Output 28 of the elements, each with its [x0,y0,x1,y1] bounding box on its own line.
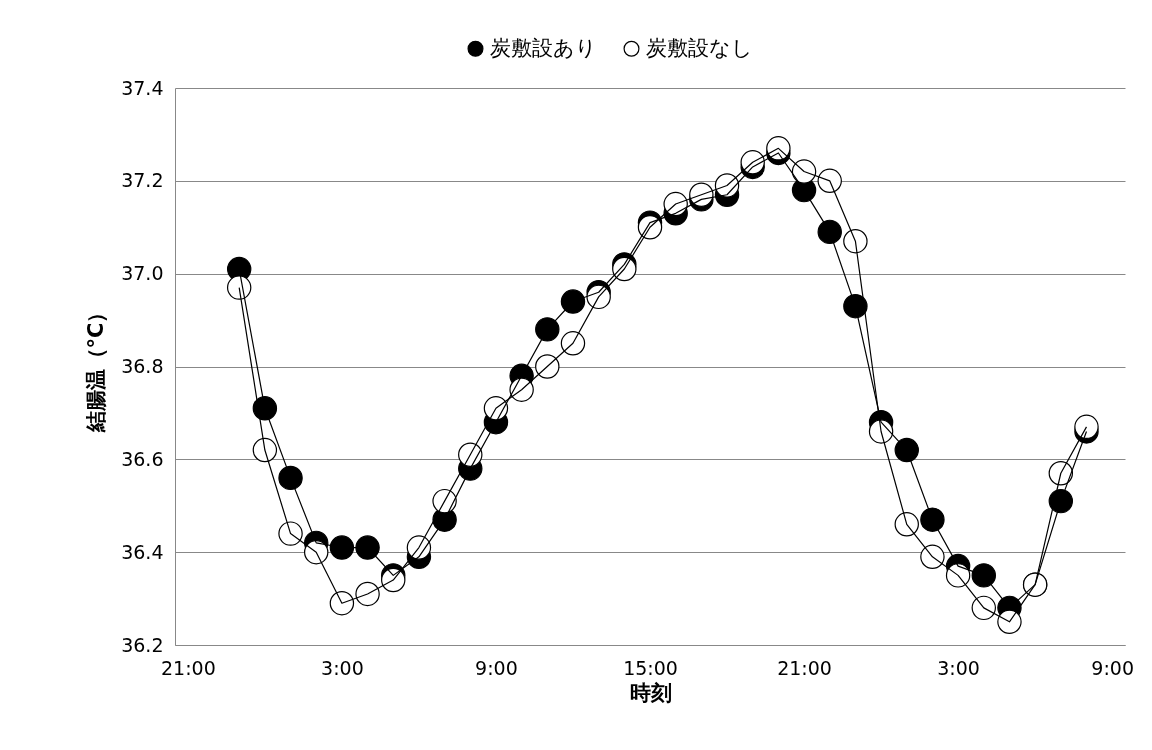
point [971,563,996,588]
x-tick-label: 3:00 [937,656,980,679]
y-tick-label: 37.0 [121,262,164,285]
legend-label: 炭敷設なし [646,35,753,60]
point [535,317,560,342]
x-tick-label: 3:00 [321,656,364,679]
x-tick-label: 9:00 [475,656,518,679]
y-axis-title: 結腸温（°C） [84,301,109,434]
point [894,437,919,463]
point [920,507,945,532]
point [817,219,842,245]
point [560,289,586,314]
legend-label: 炭敷設あり [490,35,597,60]
y-tick-label: 37.4 [121,76,164,99]
x-tick-label: 21:00 [777,656,832,679]
y-tick-label: 36.4 [121,540,164,563]
point [329,535,355,560]
y-tick-label: 36.2 [121,633,164,656]
point [1074,414,1099,440]
y-tick-label: 37.2 [121,169,164,192]
x-axis-title: 時刻 [629,680,672,705]
x-tick-label: 15:00 [623,656,678,679]
y-tick-label: 36.6 [121,447,164,470]
y-tick-label: 36.8 [121,355,164,377]
x-tick-label: 9:00 [1091,656,1134,679]
x-tick-label: 21:00 [160,656,216,679]
point [278,465,303,491]
point [355,535,380,560]
